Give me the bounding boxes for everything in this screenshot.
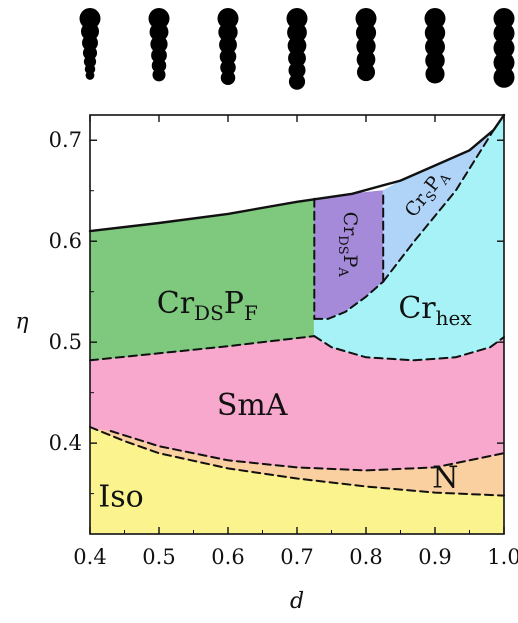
molecule-sphere [218, 22, 238, 42]
phase-label-crdspa: CrDSPA [336, 212, 361, 278]
y-tick-label: 0.4 [49, 431, 82, 455]
molecule-sphere [288, 61, 306, 79]
molecule-sphere [150, 35, 168, 53]
molecule-sphere [149, 22, 169, 42]
molecule-sphere [355, 8, 377, 29]
molecule-sphere [287, 36, 307, 55]
molecule-sphere [425, 64, 445, 84]
molecule-sphere [82, 45, 98, 60]
molecule-sphere [493, 8, 515, 29]
molecule-sphere [356, 36, 376, 56]
molecule-glyphs [79, 8, 515, 90]
molecule-sphere [424, 8, 446, 29]
molecule-sphere [493, 37, 515, 59]
molecule-sphere [287, 22, 307, 43]
molecule-sphere [220, 59, 236, 76]
phase-label-crdspf-sub: DS [194, 300, 224, 324]
phase-boundaries [88, 113, 506, 497]
phase-regions [89, 113, 505, 534]
molecule-sphere [217, 8, 239, 29]
x-tick-label: 0.5 [142, 545, 175, 569]
y-tick-label: 0.7 [49, 128, 82, 152]
boundary-n-sma [109, 430, 505, 472]
phase-label-iso: Iso [98, 480, 143, 515]
molecule-sphere [220, 70, 236, 86]
x-tick-label: 0.7 [280, 545, 313, 569]
phase-label-crhex: Crhex [398, 291, 472, 330]
region-crdspf [89, 198, 315, 361]
molecule-sphere [424, 22, 446, 44]
phase-label-sma: SmA [217, 388, 288, 423]
phase-label-crdspa-main: Cr [339, 212, 361, 237]
y-axis-label: η [15, 310, 28, 335]
x-axis-ticks: 0.4 0.5 0.6 0.7 0.8 0.9 1.0 [73, 115, 518, 569]
phase-label-iso-main: Iso [98, 480, 143, 515]
molecule-sphere [84, 63, 96, 75]
y-tick-label: 0.5 [49, 330, 82, 354]
boundary-iso-n [89, 426, 505, 497]
boundary-crdspa-crhex [313, 280, 385, 320]
molecule-sphere [493, 52, 515, 74]
phase-label-crdspa-sub2: A [336, 266, 351, 277]
molecule-sphere [151, 58, 167, 73]
boundary-top [88, 113, 506, 233]
molecule-sphere [219, 35, 237, 54]
molecule-sphere [425, 50, 445, 71]
phase-label-crdspf-main2: P [224, 286, 244, 321]
molecule-sphere [82, 34, 98, 51]
molecule-sphere [219, 48, 237, 65]
phase-label-sma-main: SmA [217, 388, 288, 423]
x-tick-label: 0.8 [349, 545, 382, 569]
phase-label-crhex-main: Cr [398, 291, 436, 326]
molecule-sphere [152, 68, 166, 82]
x-axis-label: d [290, 589, 304, 614]
molecule-sphere [288, 49, 306, 68]
molecule-sphere [356, 63, 376, 82]
molecule-sphere [286, 8, 308, 29]
molecule-sphere [288, 73, 306, 90]
molecule-sphere [355, 22, 377, 43]
phase-label-crdspf: CrDSPF [157, 286, 258, 325]
molecule-sphere [80, 22, 100, 41]
y-tick-label: 0.6 [49, 229, 82, 253]
molecule-sphere [425, 36, 445, 57]
molecule-sphere [85, 71, 95, 80]
boundary-crspa-crhex [382, 129, 495, 283]
phase-label-crdspf-main: Cr [157, 286, 195, 321]
x-tick-label: 1.0 [487, 545, 518, 569]
molecule-sphere [493, 66, 515, 88]
boundary-sma-crhex [313, 335, 505, 362]
boundary-sma-crdspf [89, 335, 316, 362]
phase-label-crdspa-main2: P [339, 255, 361, 268]
molecule-sphere [356, 50, 376, 69]
y-axis-ticks: 0.4 0.5 0.6 0.7 [49, 128, 504, 495]
molecule-sphere [493, 22, 515, 44]
phase-label-crdspf-sub2: F [244, 300, 258, 324]
molecule-sphere [151, 47, 167, 64]
phase-label-n: N [432, 460, 458, 495]
phase-label-n-main: N [432, 460, 458, 495]
x-tick-label: 0.4 [73, 545, 106, 569]
phase-label-crhex-sub: hex [436, 305, 473, 329]
molecule-sphere [148, 8, 170, 29]
phase-label-crdspa-sub: DS [336, 235, 351, 254]
molecule-sphere [79, 8, 101, 29]
molecule-sphere [83, 55, 97, 68]
x-tick-label: 0.9 [418, 545, 451, 569]
x-tick-label: 0.6 [211, 545, 244, 569]
